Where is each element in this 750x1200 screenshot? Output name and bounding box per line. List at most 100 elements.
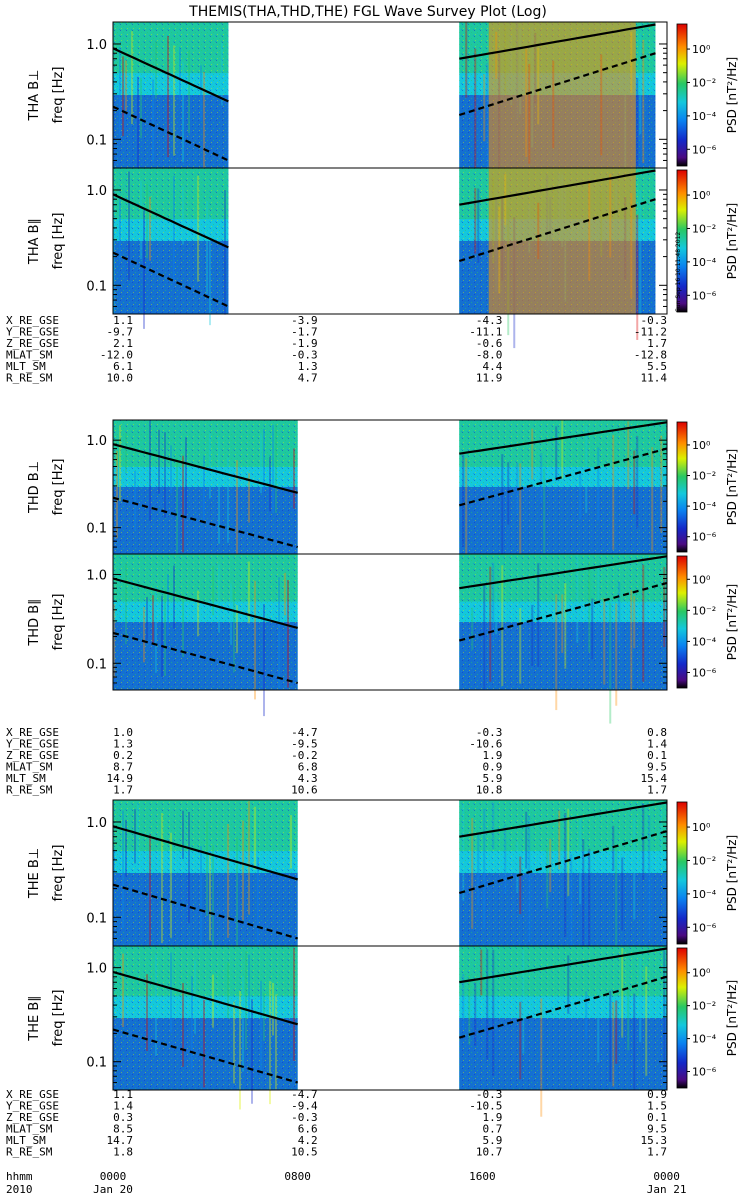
spectrogram-stripe: [567, 808, 570, 896]
spectrogram-stripe: [182, 186, 184, 245]
spectrogram-stripe: [227, 824, 229, 938]
spectrogram-stripe: [663, 950, 666, 1066]
panel-sub-ylabel: freq [Hz]: [51, 990, 66, 1047]
spectrogram-stripe: [209, 216, 211, 326]
ephemeris-value: 1.7: [647, 784, 667, 797]
ephemeris-value: 4.4: [482, 360, 502, 373]
high-power-band: [488, 22, 636, 168]
spectrogram-stripe: [540, 453, 543, 504]
colorbar-tick-label: 10⁰: [692, 573, 711, 586]
coverage-texture: [459, 946, 667, 1090]
colorbar-label: PSD [nT²/Hz]: [725, 980, 739, 1056]
ephemeris-the: X_RE_GSE 1.1 -4.7 -0.3 0.9 Y_RE_GSE 1.4 -9.4 -10…: [6, 1088, 667, 1159]
gyro-harmonic-line: [458, 198, 656, 263]
colorbar: [676, 555, 688, 689]
spectrogram-stripe: [483, 585, 486, 690]
ephemeris-label: R_RE_SM: [6, 1146, 53, 1159]
spectrogram-stripe: [170, 952, 172, 1033]
panel-ylabel: THD B∥: [27, 598, 42, 646]
spectrogram-stripe: [597, 565, 600, 607]
spectrogram-stripe: [597, 989, 600, 1063]
panel-layer: 1.0 0.1 THA B⊥ freq [Hz] 10⁰ 10⁻² 10⁻⁴ 10⁻⁶ PSD …: [27, 21, 739, 1117]
spectrogram-stripe: [140, 181, 142, 260]
ephemeris-value: -10.5: [469, 1100, 502, 1113]
spectrogram-stripe: [131, 31, 133, 125]
coverage-texture: [459, 420, 667, 554]
y-tick-label: 0.1: [86, 133, 107, 148]
coverage-texture: [113, 800, 298, 946]
spectrogram-stripe: [615, 603, 618, 706]
spectrogram-stripe: [609, 990, 612, 1083]
spectrogram-stripe: [633, 818, 636, 920]
spectrogram-stripe: [200, 65, 202, 121]
time-tick-label: 1600: [469, 1170, 496, 1183]
spectrogram-stripe: [278, 577, 280, 690]
spectrogram-stripe: [609, 602, 612, 724]
spectrogram-stripe: [230, 583, 232, 645]
ephemeris-value: 11.9: [476, 372, 503, 385]
ephemeris-value: -9.5: [291, 738, 318, 751]
spectrogram-stripe: [519, 856, 522, 915]
spectrogram-stripe: [630, 589, 633, 691]
ephemeris-value: 0.7: [482, 1123, 502, 1136]
spectrogram-stripe: [633, 596, 636, 649]
colorbar-tick-label: 10⁻²: [692, 76, 716, 89]
spectrogram-stripe: [170, 445, 172, 494]
spectrogram-stripe: [203, 72, 205, 201]
spectrogram-stripe: [182, 455, 184, 553]
ephemeris-value: -0.3: [476, 726, 503, 739]
ephemeris-label: R_RE_SM: [6, 784, 53, 797]
colorbar-tick-label: 10⁻⁴: [692, 110, 717, 123]
panel-ylabel: THA B∥: [27, 218, 42, 265]
ephemeris-value: 1.5: [647, 1100, 667, 1113]
spectrogram-stripe: [651, 447, 654, 552]
ephemeris-value: -0.2: [291, 749, 318, 762]
colorbar-label: PSD [nT²/Hz]: [725, 449, 739, 525]
spectrogram-stripe: [636, 78, 639, 167]
spectrogram-stripe: [155, 41, 157, 99]
ephemeris-label: MLT_SM: [6, 772, 46, 785]
colorbar-tick-label: 10⁻⁶: [692, 666, 717, 679]
spectrogram-stripe: [465, 458, 468, 569]
spectrogram-stripe: [528, 816, 531, 942]
y-tick-label: 0.1: [86, 1056, 107, 1071]
spectrogram-stripe: [293, 448, 295, 509]
spectrogram-stripe: [576, 554, 579, 643]
spectrogram-stripe: [504, 824, 507, 895]
spectrogram-stripe: [251, 999, 253, 1104]
ephemeris-value: 1.8: [113, 1146, 133, 1159]
panel-sub-ylabel: freq [Hz]: [51, 594, 66, 651]
spectrogram-stripe: [113, 848, 115, 945]
gyro-harmonic-line: [459, 582, 667, 642]
spectrogram-stripe: [284, 572, 286, 616]
spectrogram-stripe: [660, 435, 663, 533]
ephemeris-value: 0.2: [113, 749, 133, 762]
gyro-harmonic-line: [112, 496, 298, 549]
spectrogram-stripe: [254, 806, 256, 870]
spectrogram-stripe: [474, 188, 477, 254]
time-date-label: Jan 21: [647, 1183, 687, 1196]
panel-frame: [112, 553, 668, 691]
colorbar-tick-label: 10⁻²: [692, 470, 716, 483]
gyro-harmonic-line: [112, 251, 229, 308]
spectrogram-stripe: [474, 48, 477, 169]
spectrogram-stripe: [269, 981, 271, 1105]
spectrogram-stripe: [125, 563, 127, 645]
spectrogram-stripe: [269, 456, 271, 512]
panel-ylabel: THA B⊥: [27, 70, 42, 122]
spectrogram-stripe: [633, 993, 636, 1091]
ephemeris-value: 1.9: [482, 1111, 502, 1124]
ephemeris-value: 1.1: [113, 1088, 133, 1101]
colorbar-tick-label: 10⁻⁴: [692, 888, 717, 901]
spectrogram-stripe: [540, 998, 543, 1117]
panel-frame: [112, 945, 668, 1091]
spectrogram-stripe: [495, 591, 498, 635]
ephemeris-value: 14.9: [107, 772, 134, 785]
ephemeris-value: -0.3: [291, 1111, 318, 1124]
spectrogram-stripe: [212, 845, 214, 974]
spectrogram-stripe: [119, 424, 121, 502]
spectrogram-stripe: [480, 949, 483, 996]
gyro-harmonic-line: [112, 193, 229, 249]
ephemeris-value: 1.1: [113, 314, 133, 327]
ephemeris-label: Z_RE_GSE: [6, 337, 59, 350]
